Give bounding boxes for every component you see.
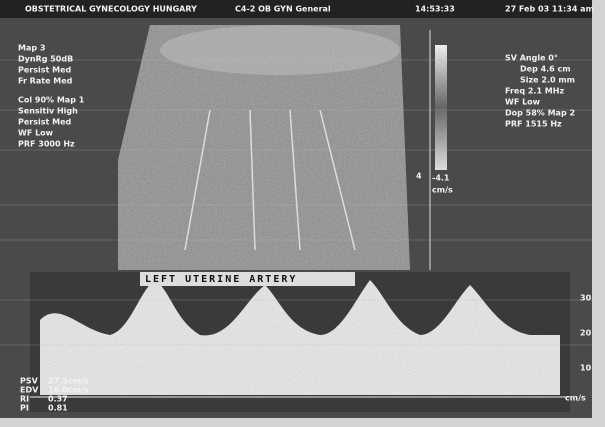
right-setting: WF Low: [505, 98, 541, 107]
header-probe: C4-2 OB GYN General: [235, 5, 331, 14]
measurement-label: EDV: [20, 386, 39, 395]
right-setting: SV Angle 0°: [505, 54, 558, 63]
header-left: OBSTETRICAL GYNECOLOGY HUNGARY: [25, 5, 197, 14]
right-setting: Freq 2.1 MHz: [505, 87, 564, 96]
measurement-value: 0.37: [48, 395, 68, 404]
measurement-label: PSV: [20, 377, 39, 386]
right-setting: PRF 1515 Hz: [505, 120, 562, 129]
velocity-unit: cm/s: [565, 394, 586, 403]
color-bar: [435, 45, 447, 170]
measurement-value: 27.3cm/s: [48, 377, 89, 386]
ultrasound-screen: OBSTETRICAL GYNECOLOGY HUNGARY C4-2 OB G…: [0, 0, 605, 427]
left-setting: Sensitiv High: [18, 107, 78, 116]
velocity-tick: 10: [580, 364, 592, 373]
right-setting: Dop 58% Map 2: [505, 109, 575, 118]
measurement-value: 0.81: [48, 404, 68, 413]
left-setting: PRF 3000 Hz: [18, 140, 75, 149]
header-date: 27 Feb 03 11:34 am: [505, 5, 594, 14]
measurement-label: PI: [20, 404, 29, 413]
left-setting: Persist Med: [18, 66, 71, 75]
color-scale-bottom: -4.1: [432, 174, 450, 183]
right-setting: Size 2.0 mm: [520, 76, 575, 85]
right-setting: Dep 4.6 cm: [520, 65, 571, 74]
trace-label: LEFT UTERINE ARTERY: [145, 274, 297, 285]
left-setting: Map 3: [18, 44, 45, 53]
measurement-value: 16.0cm/s: [48, 386, 89, 395]
color-scale-top: 4: [416, 172, 422, 181]
measurement-label: RI: [20, 395, 29, 404]
left-setting: DynRg 50dB: [18, 55, 73, 64]
header-time: 14:53:33: [415, 5, 455, 14]
left-setting: WF Low: [18, 129, 54, 138]
velocity-tick: 20: [580, 329, 592, 338]
left-setting: Fr Rate Med: [18, 77, 73, 86]
left-setting: Persist Med: [18, 118, 71, 127]
velocity-tick: 30: [580, 294, 592, 303]
bladder-echo: [160, 25, 400, 75]
color-scale-unit: cm/s: [432, 186, 453, 195]
left-setting: Col 90% Map 1: [18, 96, 85, 105]
